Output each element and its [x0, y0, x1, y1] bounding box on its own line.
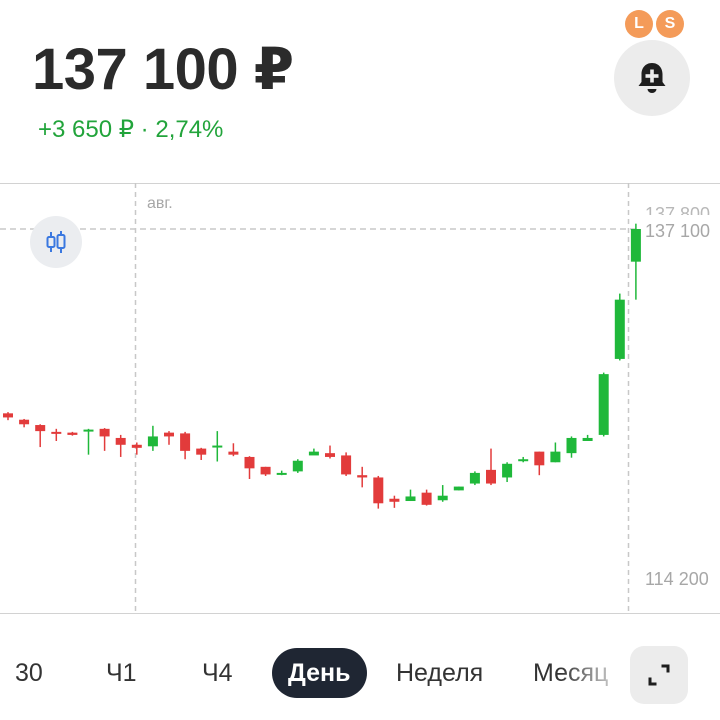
candle-body: [421, 492, 432, 505]
candle-body: [83, 429, 94, 432]
expand-icon: [648, 664, 670, 686]
candle-body: [486, 469, 496, 484]
period-h1[interactable]: Ч1: [106, 659, 137, 687]
candle-body: [550, 451, 561, 463]
badge-s[interactable]: S: [656, 10, 684, 38]
month-label: авг.: [147, 195, 173, 212]
candle-body: [67, 432, 78, 435]
candle-body: [35, 425, 46, 432]
candle-body: [373, 477, 384, 504]
price-axis-label-bottom: 114 200: [645, 569, 709, 589]
price-alert-button[interactable]: [614, 40, 690, 116]
candle-body: [276, 472, 287, 475]
candle-body: [341, 455, 352, 475]
period-day[interactable]: День: [272, 648, 367, 698]
candle-body: [180, 433, 191, 451]
candle-body: [228, 451, 239, 455]
candle-body: [534, 451, 545, 466]
candle-body: [582, 437, 593, 441]
candle-body: [469, 472, 480, 484]
period-selector: 30 Ч1 Ч4 День Неделя Месяц: [0, 640, 720, 710]
candlestick-icon: [46, 231, 66, 253]
badge-l[interactable]: L: [625, 10, 653, 38]
price-axis-label-current: 137 100: [645, 221, 710, 241]
bell-plus-icon: [638, 63, 666, 93]
candle-body: [357, 475, 368, 478]
price-value: 137 100 ₽: [32, 37, 294, 102]
period-scroll-fade: [560, 640, 630, 710]
candle-body: [196, 448, 207, 455]
candle-body: [244, 456, 255, 469]
candle-body: [453, 486, 464, 491]
candle-body: [99, 428, 110, 437]
candle-body: [51, 431, 62, 434]
candle-body: [147, 436, 158, 447]
candle-body: [292, 460, 303, 472]
period-h4[interactable]: Ч4: [202, 659, 233, 687]
candle-body: [566, 437, 577, 454]
candle-body: [405, 496, 416, 502]
candle-body: [164, 432, 174, 437]
candle-body: [308, 451, 319, 456]
candle-body: [630, 229, 641, 262]
candle-body: [260, 466, 271, 475]
price-axis-label-mask: [641, 215, 720, 223]
candle-body: [325, 453, 335, 457]
period-30[interactable]: 30: [15, 659, 43, 687]
candle-body: [437, 495, 448, 501]
candle-body: [212, 445, 223, 448]
candlestick-chart[interactable]: авг. 137 800 137 100 114 200: [0, 183, 720, 615]
fullscreen-button[interactable]: [630, 646, 688, 704]
period-week[interactable]: Неделя: [396, 659, 484, 687]
chart-type-button[interactable]: [30, 216, 82, 268]
candle-body: [614, 299, 625, 359]
candle-body: [131, 444, 142, 448]
candle-body: [3, 413, 13, 418]
candle-body: [598, 374, 609, 435]
candle-body: [518, 459, 529, 462]
candle-body: [115, 437, 126, 445]
candle-body: [502, 463, 513, 478]
candle-body: [389, 498, 400, 502]
candle-body: [19, 419, 30, 425]
candles-group: [3, 223, 641, 509]
price-change: +3 650 ₽ · 2,74%: [38, 116, 224, 143]
